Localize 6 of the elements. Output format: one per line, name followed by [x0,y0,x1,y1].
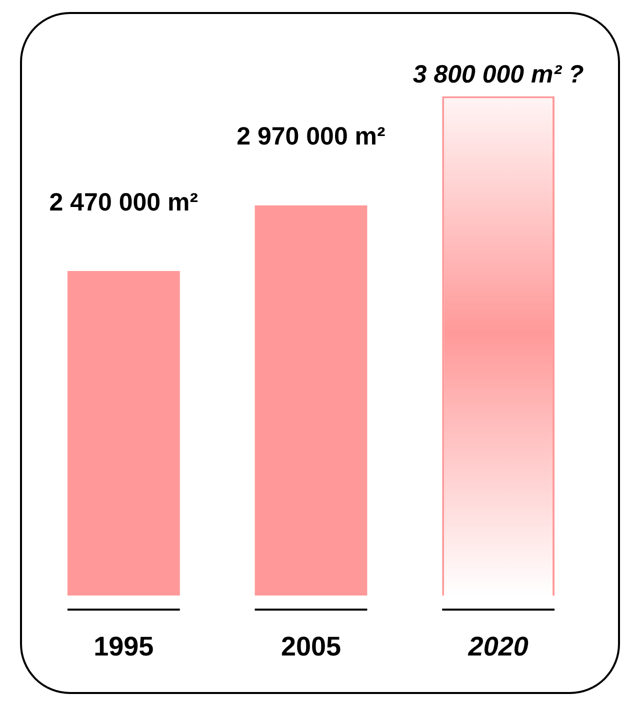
x-tick-label: 2005 [280,631,342,662]
data-label: 2 470 000 m² [49,188,198,216]
data-label: 2 970 000 m² [236,122,386,151]
x-tick-label: 2020 [467,631,528,662]
data-label: 3 800 000 m² ? [412,60,584,89]
x-tick-label: 1995 [94,631,154,662]
